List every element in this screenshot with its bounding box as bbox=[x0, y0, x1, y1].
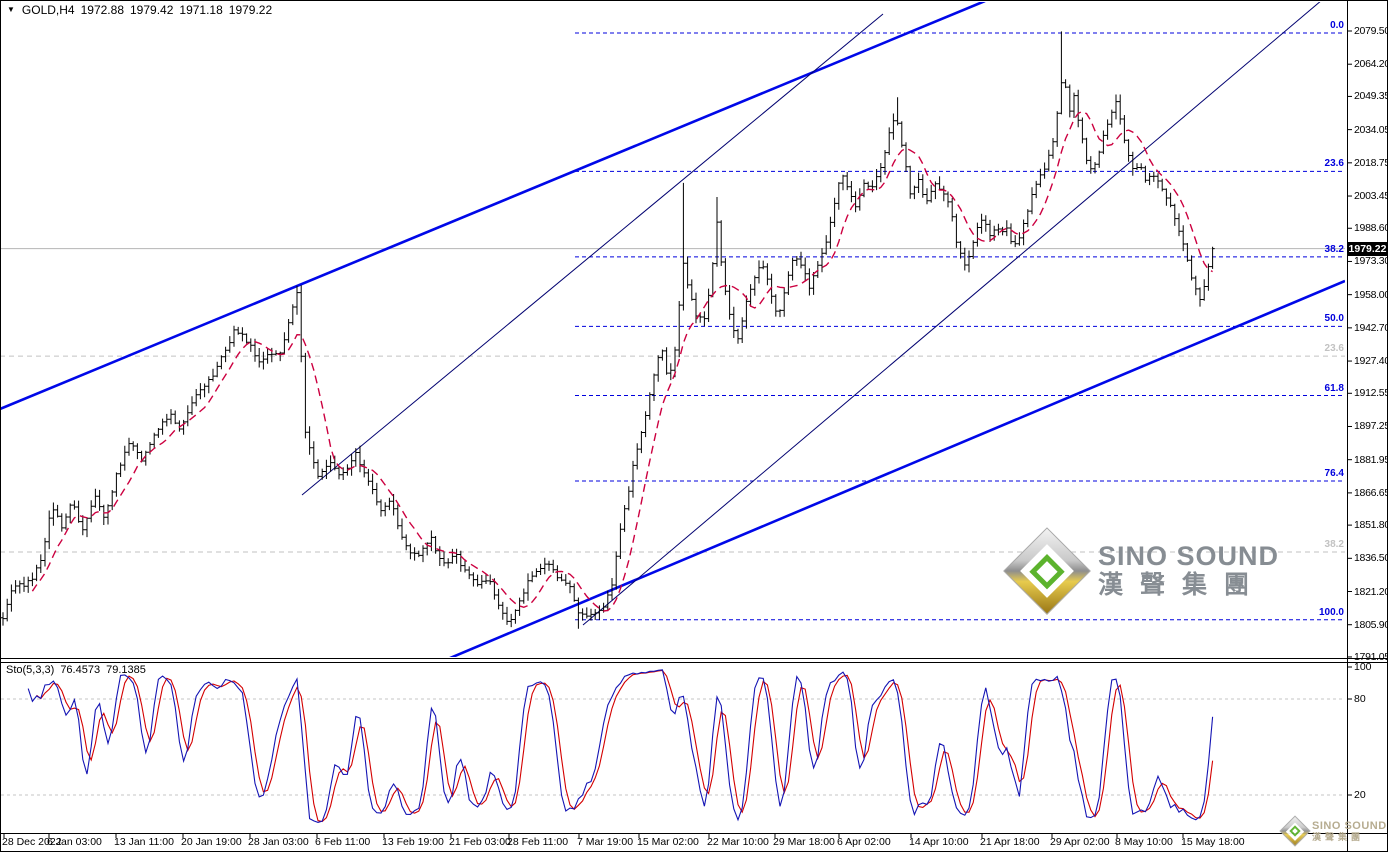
brand-diamond-icon bbox=[1003, 527, 1091, 615]
price-axis-label: 2079.50 bbox=[1354, 25, 1388, 37]
fib-level-label: 61.8 bbox=[1324, 382, 1344, 394]
price-axis-label: 1791.05 bbox=[1354, 650, 1388, 663]
date-axis-label: 8 May 10:00 bbox=[1115, 836, 1173, 848]
corner-diamond-icon bbox=[1279, 815, 1311, 847]
fib-level-label: 0.0 bbox=[1330, 19, 1344, 31]
fib-level-label: 76.4 bbox=[1324, 468, 1344, 480]
price-axis-label: 1958.00 bbox=[1354, 288, 1388, 301]
price-axis-label: 2049.35 bbox=[1354, 90, 1388, 103]
fib-level-label: 100.0 bbox=[1318, 606, 1344, 618]
fib-level-label: 38.2 bbox=[1324, 243, 1344, 255]
price-axis-label: 1866.65 bbox=[1354, 486, 1388, 499]
current-price-badge: 1979.22 bbox=[1347, 242, 1388, 256]
date-axis-label: 14 Apr 10:00 bbox=[909, 836, 969, 848]
stochastic-name: Sto(5,3,3) bbox=[6, 664, 55, 676]
corner-brand-logo: SINO SOUND 漢聲集團 bbox=[1279, 815, 1387, 847]
stochastic-main-value: 76.4573 bbox=[60, 664, 101, 676]
date-axis-label: 29 Apr 02:00 bbox=[1050, 836, 1110, 848]
stochastic-signal-value: 79.1385 bbox=[106, 664, 146, 676]
price-axis-label: 2018.75 bbox=[1354, 156, 1388, 169]
ohlc-low: 1971.18 bbox=[179, 3, 223, 17]
stochastic-scale-label: 80 bbox=[1354, 693, 1366, 705]
price-axis-label: 1942.70 bbox=[1354, 321, 1388, 334]
brand-name-chinese: 漢聲集團 bbox=[1098, 570, 1267, 599]
fib-level-gray-label: 23.6 bbox=[1324, 343, 1344, 355]
price-axis-label: 1851.80 bbox=[1354, 519, 1388, 532]
price-axis-label: 1805.90 bbox=[1354, 618, 1388, 631]
date-axis-label: 28 Jan 03:00 bbox=[248, 836, 309, 848]
date-axis-label: 21 Apr 18:00 bbox=[980, 836, 1040, 848]
date-axis-label: 7 Mar 19:00 bbox=[577, 836, 634, 848]
date-axis-label: 13 Feb 19:00 bbox=[382, 836, 444, 848]
ohlc-close: 1979.22 bbox=[228, 3, 273, 17]
stochastic-panel[interactable] bbox=[0, 664, 1347, 833]
symbol-timeframe: GOLD,H4 bbox=[21, 3, 75, 17]
corner-brand-name-chinese: 漢聲集團 bbox=[1312, 832, 1365, 843]
stochastic-label: Sto(5,3,3) 76.4573 79.1385 bbox=[6, 664, 146, 676]
date-axis-label: 22 Mar 10:00 bbox=[707, 836, 769, 848]
date-axis-label: 6 Jan 03:00 bbox=[47, 836, 102, 848]
date-axis-label: 15 May 18:00 bbox=[1181, 836, 1245, 848]
brand-watermark: SINO SOUND 漢聲集團 bbox=[1003, 527, 1280, 615]
date-axis-label: 15 Mar 02:00 bbox=[637, 836, 699, 848]
date-axis-label: 28 Dec 2022 bbox=[2, 836, 62, 848]
stochastic-scale-label: 100 bbox=[1354, 661, 1372, 673]
price-axis-label: 1881.95 bbox=[1354, 453, 1388, 466]
price-axis-label: 1927.40 bbox=[1354, 355, 1388, 368]
price-axis-label: 2034.05 bbox=[1354, 123, 1388, 136]
fib-level-label: 23.6 bbox=[1324, 158, 1344, 170]
price-axis-label: 1988.60 bbox=[1354, 222, 1388, 235]
corner-brand-name: SINO SOUND bbox=[1312, 820, 1387, 832]
brand-name: SINO SOUND bbox=[1098, 541, 1280, 572]
symbol-dropdown-icon[interactable]: ▼ bbox=[7, 5, 15, 14]
price-axis-label: 2003.45 bbox=[1354, 190, 1388, 203]
date-axis-label: 28 Feb 11:00 bbox=[507, 836, 569, 848]
ohlc-high: 1979.42 bbox=[130, 3, 174, 17]
date-axis-label: 21 Feb 03:00 bbox=[449, 836, 511, 848]
date-axis-label: 29 Mar 18:00 bbox=[773, 836, 835, 848]
date-axis-label: 6 Feb 11:00 bbox=[315, 836, 371, 848]
date-axis-label: 20 Jan 19:00 bbox=[181, 836, 242, 848]
price-axis-label: 1912.55 bbox=[1354, 387, 1388, 400]
stochastic-scale-label: 20 bbox=[1354, 789, 1366, 801]
date-axis-label: 6 Apr 02:00 bbox=[837, 836, 891, 848]
chart-title: ▼ GOLD,H4 1972.88 1979.42 1971.18 1979.2… bbox=[7, 3, 272, 17]
fib-level-gray-label: 38.2 bbox=[1324, 539, 1344, 551]
fib-level-label: 50.0 bbox=[1324, 313, 1344, 325]
price-axis-label: 1973.30 bbox=[1354, 255, 1388, 268]
price-axis-label: 1836.50 bbox=[1354, 552, 1388, 565]
ohlc-open: 1972.88 bbox=[80, 3, 124, 17]
price-axis-label: 1897.25 bbox=[1354, 420, 1388, 433]
price-axis-label: 2064.20 bbox=[1354, 58, 1388, 71]
price-axis-label: 1821.20 bbox=[1354, 585, 1388, 598]
date-axis-label: 13 Jan 11:00 bbox=[114, 836, 174, 848]
